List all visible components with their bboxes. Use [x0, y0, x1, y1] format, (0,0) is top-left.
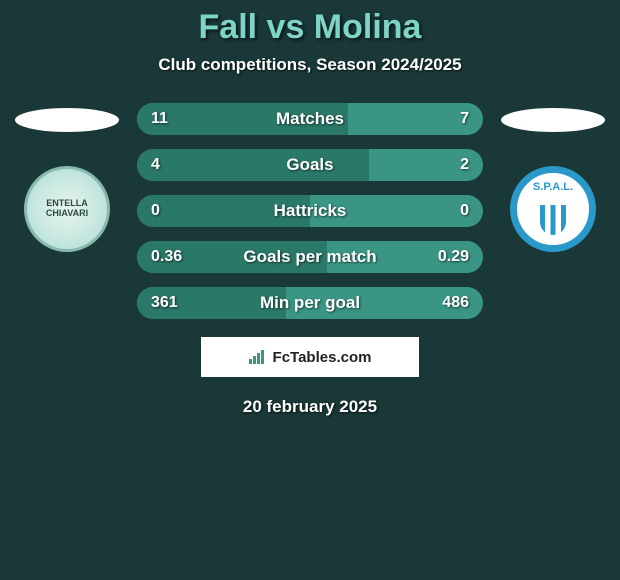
bar-chart-icon: [249, 350, 267, 364]
left-player-silhouette: [15, 108, 119, 132]
stat-left-value: 0: [151, 202, 160, 220]
spal-logo: [510, 166, 596, 252]
left-column: ENTELLA CHIAVARI: [15, 103, 119, 252]
stat-row-hattricks: 0 Hattricks 0: [137, 195, 483, 227]
stat-label: Min per goal: [260, 293, 360, 313]
stat-left-value: 0.36: [151, 248, 182, 266]
stat-label: Goals: [286, 155, 333, 175]
brand-text: FcTables.com: [273, 349, 372, 366]
stat-right-value: 2: [460, 156, 469, 174]
right-column: [501, 103, 605, 252]
subtitle: Club competitions, Season 2024/2025: [0, 55, 620, 75]
stat-label: Hattricks: [274, 201, 347, 221]
right-player-silhouette: [501, 108, 605, 132]
stat-left-value: 361: [151, 294, 178, 312]
stat-row-matches: 11 Matches 7: [137, 103, 483, 135]
comparison-widget: Fall vs Molina Club competitions, Season…: [0, 0, 620, 417]
stat-left-value: 11: [151, 110, 168, 128]
brand-link[interactable]: FcTables.com: [201, 337, 419, 377]
stat-row-goals: 4 Goals 2: [137, 149, 483, 181]
stats-column: 11 Matches 7 4 Goals 2 0 Hattricks 0 0.3…: [137, 103, 483, 319]
stat-left-value: 4: [151, 156, 160, 174]
date-label: 20 february 2025: [0, 397, 620, 417]
page-title: Fall vs Molina: [0, 8, 620, 47]
stat-row-min-per-goal: 361 Min per goal 486: [137, 287, 483, 319]
entella-logo-text: ENTELLA CHIAVARI: [46, 199, 88, 219]
entella-logo: ENTELLA CHIAVARI: [24, 166, 110, 252]
stat-right-value: 7: [460, 110, 469, 128]
main-row: ENTELLA CHIAVARI 11 Matches 7 4 Goals 2 …: [0, 103, 620, 319]
stat-right-value: 0.29: [438, 248, 469, 266]
stat-row-goals-per-match: 0.36 Goals per match 0.29: [137, 241, 483, 273]
stat-right-value: 486: [442, 294, 469, 312]
stat-label: Goals per match: [243, 247, 376, 267]
stat-label: Matches: [276, 109, 344, 129]
stat-right-value: 0: [460, 202, 469, 220]
